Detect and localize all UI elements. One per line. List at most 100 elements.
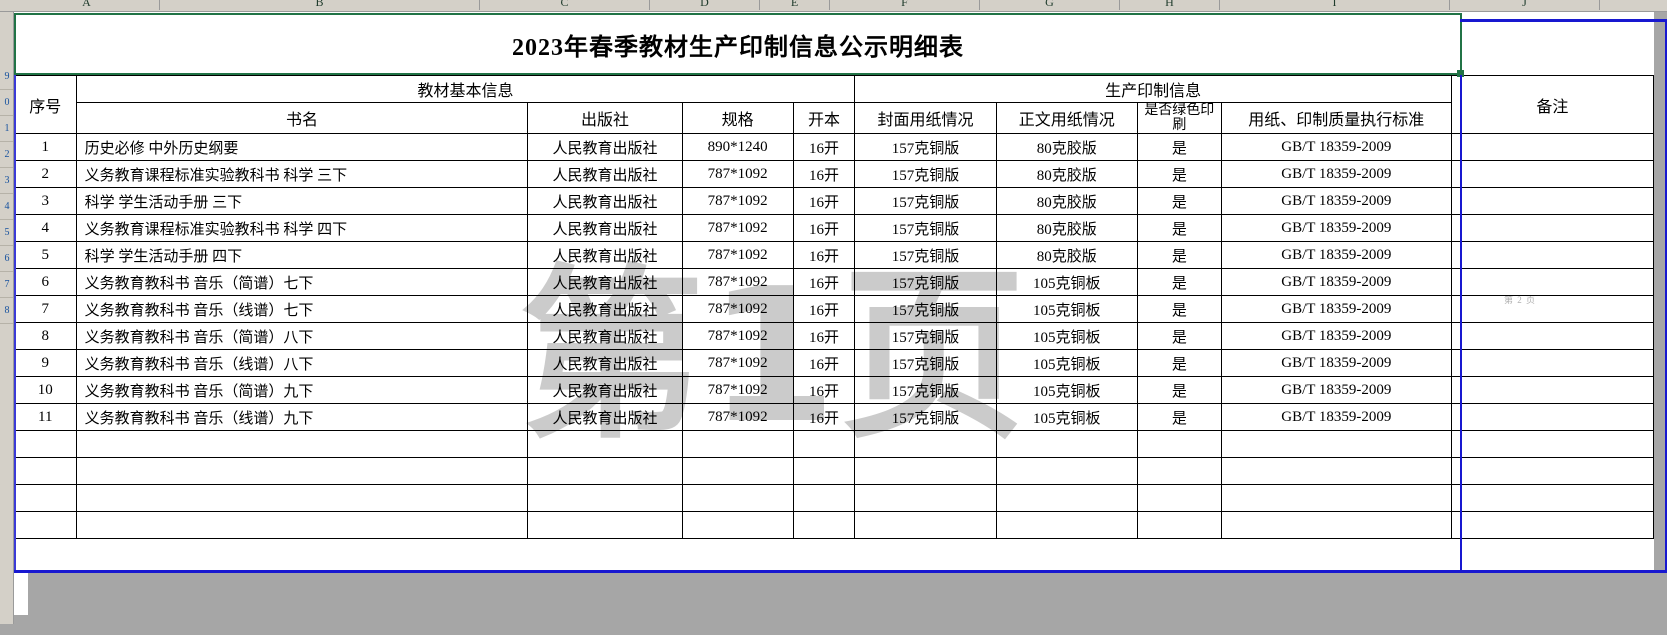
cell-publisher[interactable]: 人民教育出版社 [527, 160, 683, 188]
cell-standard[interactable] [1220, 457, 1452, 485]
table-row[interactable]: 10 义务教育教科书 音乐（简谱）九下 人民教育出版社 787*1092 16开 157克… [14, 376, 1655, 404]
cell-spec[interactable]: 787*1092 [681, 322, 794, 350]
cell-green-print[interactable]: 是 [1136, 295, 1222, 323]
cell-publisher[interactable]: 人民教育出版社 [527, 268, 683, 296]
cell-format[interactable] [792, 484, 856, 512]
cell-remark[interactable] [1450, 376, 1655, 404]
cell-publisher[interactable]: 人民教育出版社 [527, 295, 683, 323]
cell-green-print[interactable] [1136, 457, 1222, 485]
cell-remark[interactable] [1450, 457, 1655, 485]
cell-book-name[interactable]: 义务教育教科书 音乐（简谱）八下 [75, 322, 529, 350]
cell-book-name[interactable]: 义务教育课程标准实验教科书 科学 四下 [75, 214, 529, 242]
cell-body-paper[interactable] [995, 484, 1138, 512]
header-remark[interactable]: 备注 [1450, 75, 1655, 134]
table-row[interactable] [14, 484, 1655, 512]
row-header-2[interactable]: 1 [0, 116, 13, 142]
row-header-0[interactable]: 9 [0, 64, 13, 90]
cell-publisher[interactable]: 人民教育出版社 [527, 214, 683, 242]
column-header-f[interactable]: F [830, 0, 980, 10]
cell-body-paper[interactable]: 105克铜板 [995, 268, 1138, 296]
cell-body-paper[interactable]: 105克铜板 [995, 376, 1138, 404]
cell-body-paper[interactable]: 105克铜板 [995, 295, 1138, 323]
cell-cover-paper[interactable]: 157克铜版 [854, 403, 997, 431]
cell-spec[interactable]: 787*1092 [681, 349, 794, 377]
cell-format[interactable]: 16开 [792, 268, 856, 296]
column-header-g[interactable]: G [980, 0, 1120, 10]
cell-body-paper[interactable]: 105克铜板 [995, 403, 1138, 431]
row-header-9[interactable]: 8 [0, 298, 13, 324]
cell-format[interactable] [792, 511, 856, 539]
cell-standard[interactable]: GB/T 18359-2009 [1220, 268, 1452, 296]
table-row[interactable]: 2 义务教育课程标准实验教科书 科学 三下 人民教育出版社 787*1092 16开 15… [14, 160, 1655, 188]
cell-body-paper[interactable]: 105克铜板 [995, 322, 1138, 350]
column-header-e[interactable]: E [760, 0, 830, 10]
cell-cover-paper[interactable]: 157克铜版 [854, 133, 997, 161]
header-spec[interactable]: 规格 [681, 102, 794, 134]
cell-green-print[interactable]: 是 [1136, 241, 1222, 269]
cell-cover-paper[interactable]: 157克铜版 [854, 241, 997, 269]
table-row[interactable]: 9 义务教育教科书 音乐（线谱）八下 人民教育出版社 787*1092 16开 157克铜… [14, 349, 1655, 377]
row-header-3[interactable]: 2 [0, 142, 13, 168]
cell-green-print[interactable]: 是 [1136, 349, 1222, 377]
column-header-j[interactable]: J [1450, 0, 1600, 10]
selection-fill-handle[interactable] [1457, 70, 1464, 77]
cell-standard[interactable] [1220, 430, 1452, 458]
cell-cover-paper[interactable]: 157克铜版 [854, 160, 997, 188]
cell-spec[interactable]: 787*1092 [681, 160, 794, 188]
cell-cover-paper[interactable]: 157克铜版 [854, 295, 997, 323]
cell-book-name[interactable]: 义务教育课程标准实验教科书 科学 三下 [75, 160, 529, 188]
cell-remark[interactable] [1450, 187, 1655, 215]
cell-book-name[interactable]: 科学 学生活动手册 四下 [75, 241, 529, 269]
row-header-6[interactable]: 5 [0, 220, 13, 246]
cell-remark[interactable] [1450, 133, 1655, 161]
cell-format[interactable]: 16开 [792, 241, 856, 269]
cell-publisher[interactable]: 人民教育出版社 [527, 403, 683, 431]
cell-spec[interactable]: 787*1092 [681, 403, 794, 431]
cell-publisher[interactable]: 人民教育出版社 [527, 187, 683, 215]
cell-standard[interactable] [1220, 484, 1452, 512]
table-row[interactable] [14, 430, 1655, 458]
cell-publisher[interactable]: 人民教育出版社 [527, 133, 683, 161]
cell-format[interactable]: 16开 [792, 187, 856, 215]
cell-seq[interactable]: 3 [14, 187, 77, 215]
cell-seq[interactable]: 1 [14, 133, 77, 161]
cell-format[interactable]: 16开 [792, 322, 856, 350]
column-header-h[interactable]: H [1120, 0, 1220, 10]
cell-book-name[interactable]: 义务教育教科书 音乐（线谱）九下 [75, 403, 529, 431]
cell-standard[interactable]: GB/T 18359-2009 [1220, 187, 1452, 215]
cell-green-print[interactable]: 是 [1136, 376, 1222, 404]
cell-spec[interactable]: 787*1092 [681, 187, 794, 215]
cell-body-paper[interactable]: 80克胶版 [995, 160, 1138, 188]
cell-body-paper[interactable]: 80克胶版 [995, 241, 1138, 269]
cell-remark[interactable] [1450, 511, 1655, 539]
header-seq[interactable]: 序号 [14, 75, 77, 134]
cell-standard[interactable]: GB/T 18359-2009 [1220, 214, 1452, 242]
cell-body-paper[interactable]: 80克胶版 [995, 214, 1138, 242]
row-header-5[interactable]: 4 [0, 194, 13, 220]
row-header-7[interactable]: 6 [0, 246, 13, 272]
cell-green-print[interactable]: 是 [1136, 214, 1222, 242]
cell-spec[interactable] [681, 511, 794, 539]
table-row[interactable]: 7 义务教育教科书 音乐（线谱）七下 人民教育出版社 787*1092 16开 157克铜… [14, 295, 1655, 323]
cell-cover-paper[interactable] [854, 457, 997, 485]
cell-format[interactable] [792, 430, 856, 458]
cell-cover-paper[interactable]: 157克铜版 [854, 322, 997, 350]
table-row[interactable] [14, 457, 1655, 485]
cell-book-name[interactable] [75, 457, 529, 485]
cell-standard[interactable]: GB/T 18359-2009 [1220, 241, 1452, 269]
cell-standard[interactable] [1220, 511, 1452, 539]
cell-spec[interactable]: 787*1092 [681, 241, 794, 269]
cell-seq[interactable]: 8 [14, 322, 77, 350]
cell-standard[interactable]: GB/T 18359-2009 [1220, 160, 1452, 188]
cell-seq[interactable] [14, 484, 77, 512]
cell-cover-paper[interactable]: 157克铜版 [854, 376, 997, 404]
column-header-i[interactable]: I [1220, 0, 1450, 10]
cell-format[interactable]: 16开 [792, 160, 856, 188]
cell-publisher[interactable] [527, 457, 683, 485]
cell-remark[interactable] [1450, 322, 1655, 350]
cell-spec[interactable] [681, 457, 794, 485]
textbook-info-table[interactable]: 序号 教材基本信息 生产印制信息 备注 书名 出版社 规格 开本 封面用纸情况 … [14, 75, 1655, 539]
cell-standard[interactable]: GB/T 18359-2009 [1220, 295, 1452, 323]
header-publisher[interactable]: 出版社 [527, 102, 683, 134]
